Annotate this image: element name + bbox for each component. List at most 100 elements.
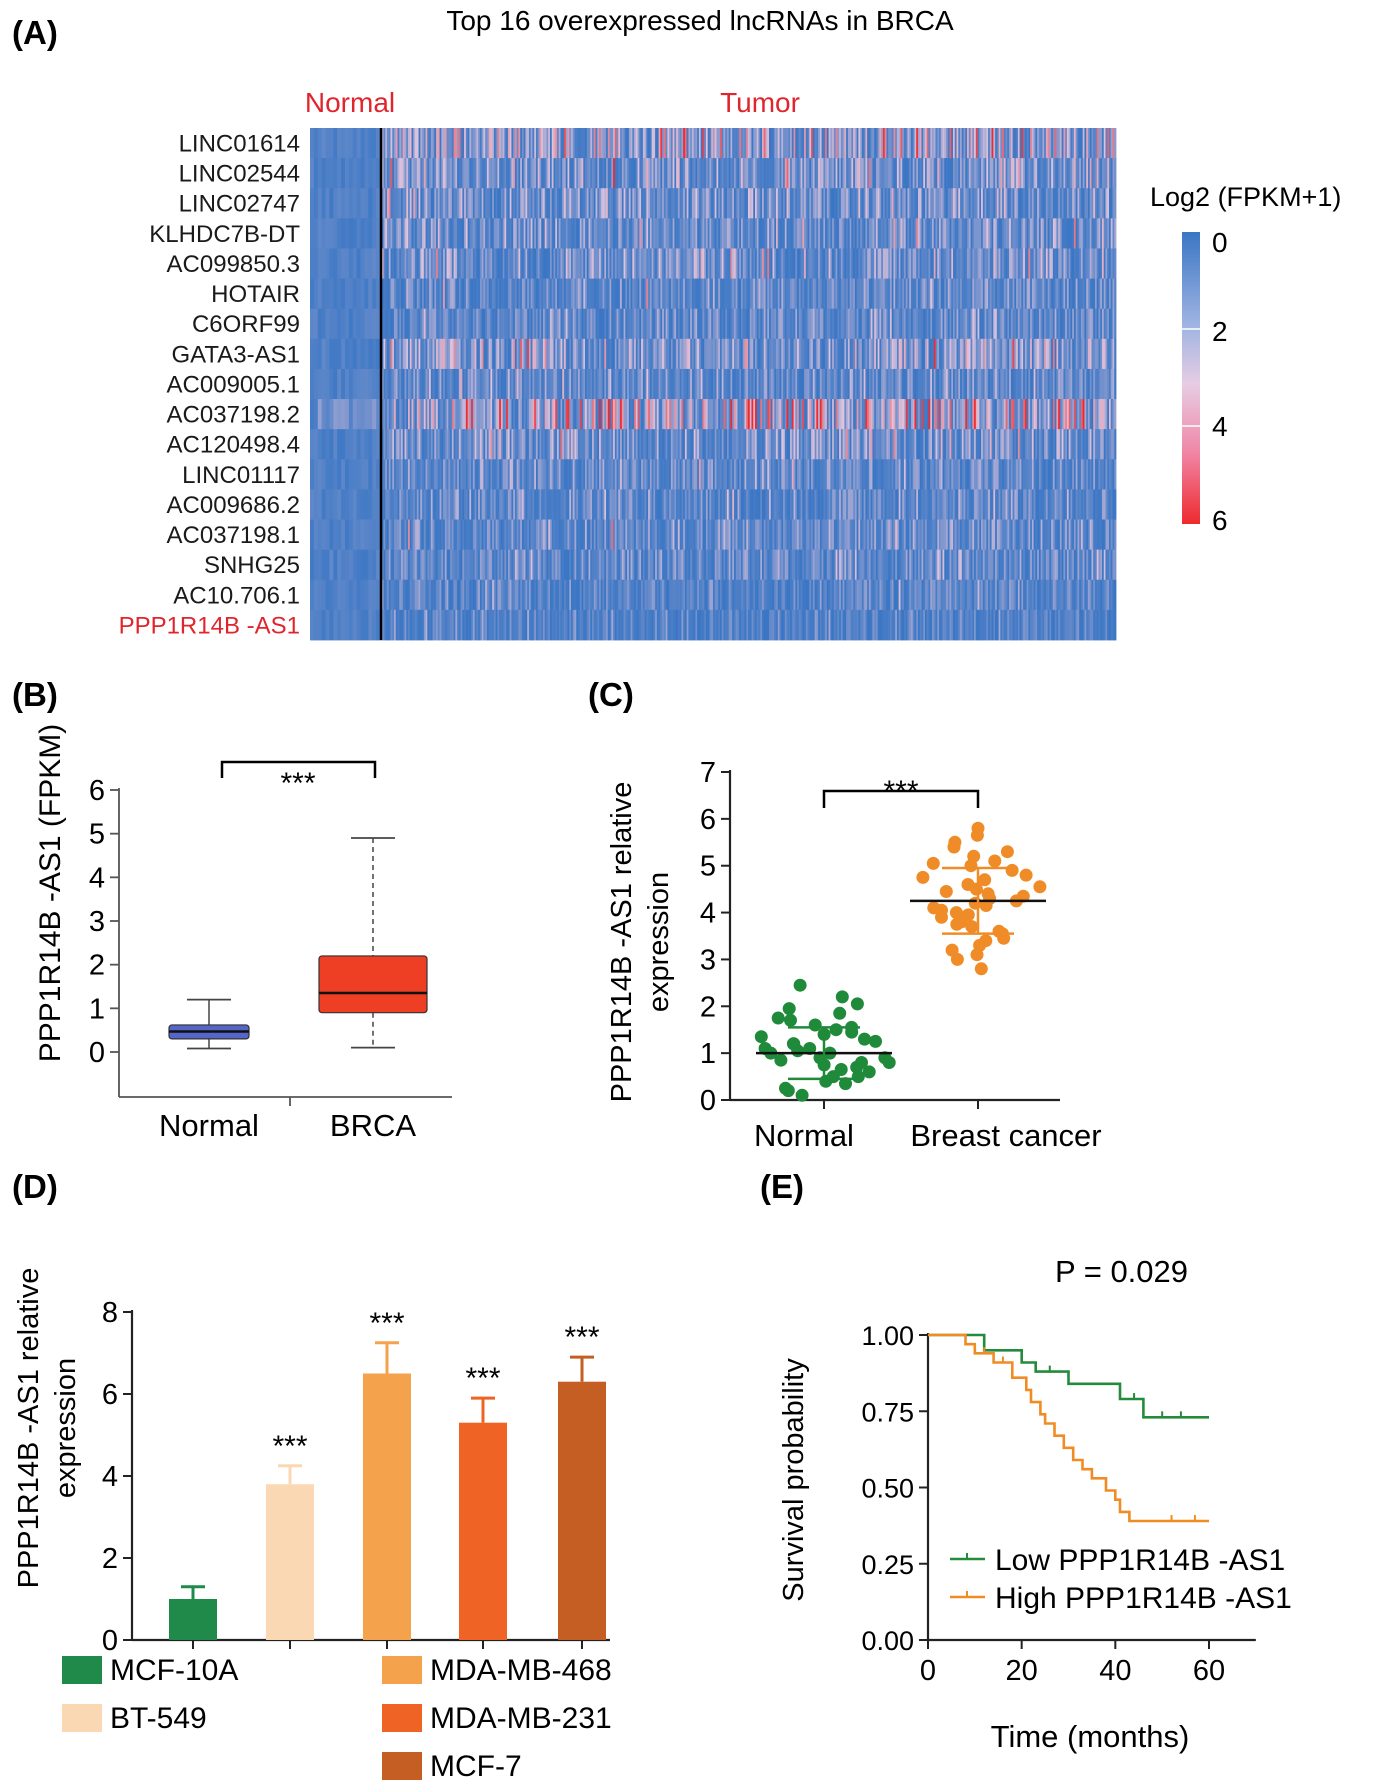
heatmap-cell xyxy=(368,248,373,279)
heatmap-cell xyxy=(755,278,758,310)
heatmap-cell xyxy=(776,128,779,159)
heatmap-cell xyxy=(1080,308,1084,340)
heatmap-cell xyxy=(1063,188,1066,219)
heatmap-cell xyxy=(499,128,502,159)
heatmap-cell xyxy=(595,158,598,189)
heatmap-cell xyxy=(807,308,810,340)
heatmap-cell xyxy=(427,399,430,430)
heatmap-cell xyxy=(691,158,695,189)
heatmap-cell xyxy=(635,188,638,219)
heatmap-cell xyxy=(415,218,418,249)
heatmap-cell xyxy=(711,399,714,430)
heatmap-cell xyxy=(437,459,440,490)
heatmap-cell xyxy=(329,368,334,400)
heatmap-cell xyxy=(1108,399,1112,430)
heatmap-cell xyxy=(525,188,528,219)
heatmap-cell xyxy=(963,308,966,340)
heatmap-cell xyxy=(310,338,315,370)
heatmap-cell xyxy=(576,218,579,249)
heatmap-cell xyxy=(967,158,970,189)
heatmap-cell xyxy=(441,278,444,310)
heatmap-cell xyxy=(1005,128,1008,159)
heatmap-cell xyxy=(674,218,677,249)
heatmap-cell xyxy=(611,128,614,159)
heatmap-cell xyxy=(574,399,577,430)
heatmap-cell xyxy=(670,158,674,189)
heatmap-cell xyxy=(733,368,737,400)
heatmap-cell xyxy=(588,218,591,249)
heatmap-cell xyxy=(492,368,495,400)
heatmap-cell xyxy=(858,188,861,219)
heatmap-cell xyxy=(733,248,737,279)
heatmap-cell xyxy=(900,218,903,249)
heatmap-cell xyxy=(497,459,500,490)
heatmap-cell xyxy=(1035,308,1038,340)
heatmap-cell xyxy=(733,218,737,249)
heatmap-cell xyxy=(723,399,726,430)
heatmap-cell xyxy=(388,429,391,460)
heatmap-cell xyxy=(753,278,756,310)
heatmap-cell xyxy=(797,158,800,189)
heatmap-cell xyxy=(823,188,826,219)
heatmap-cell xyxy=(553,308,556,340)
heatmap-cell xyxy=(1026,368,1029,400)
heatmap-cell xyxy=(348,158,354,189)
heatmap-cell xyxy=(486,248,490,279)
heatmap-cell xyxy=(648,429,651,460)
heatmap-cell xyxy=(823,218,826,249)
heatmap-cell xyxy=(481,429,484,460)
heatmap-cell xyxy=(916,218,919,249)
heatmap-cell xyxy=(620,338,623,370)
heatmap-cell xyxy=(614,218,617,249)
heatmap-cell xyxy=(372,429,377,460)
heatmap-cell xyxy=(986,429,989,460)
heatmap-cell xyxy=(409,278,412,310)
heatmap-cell xyxy=(493,128,497,159)
heatmap-cell xyxy=(310,188,315,219)
heatmap-cell xyxy=(877,248,880,279)
heatmap-cell xyxy=(581,459,584,490)
heatmap-cell xyxy=(1026,308,1029,340)
heatmap-cell xyxy=(670,278,674,310)
heatmap-cell xyxy=(849,188,852,219)
heatmap-gene-label: AC009005.1 xyxy=(167,371,300,398)
heatmap-gene-label: LINC01614 xyxy=(179,130,300,157)
heatmap-cell xyxy=(569,188,572,219)
heatmap-cell xyxy=(411,368,414,400)
heatmap-cell xyxy=(416,188,419,219)
heatmap-cell xyxy=(739,218,742,249)
heatmap-cell xyxy=(872,308,875,340)
heatmap-cell xyxy=(485,218,488,249)
heatmap-cell xyxy=(1031,308,1035,340)
heatmap-cell xyxy=(697,158,700,189)
heatmap-cell xyxy=(521,308,525,340)
heatmap-cell xyxy=(465,429,469,460)
heatmap-cell xyxy=(681,368,684,400)
heatmap-cell xyxy=(648,218,651,249)
heatmap-cell xyxy=(632,429,635,460)
heatmap-cell xyxy=(446,368,449,400)
heatmap-cell xyxy=(513,188,516,219)
heatmap-cell xyxy=(695,338,698,370)
heatmap-cell xyxy=(974,218,977,249)
heatmap-cell xyxy=(804,368,807,400)
heatmap-cell xyxy=(372,218,377,249)
heatmap-cell xyxy=(707,188,710,219)
heatmap-cell xyxy=(588,188,591,219)
heatmap-cell xyxy=(1033,188,1036,219)
heatmap-cell xyxy=(564,128,567,159)
heatmap-cell xyxy=(856,429,859,460)
heatmap-cell xyxy=(770,128,773,159)
heatmap-cell xyxy=(1079,429,1082,460)
heatmap-cell xyxy=(805,308,808,340)
heatmap-cell xyxy=(607,158,610,189)
heatmap-cell xyxy=(495,158,498,189)
heatmap-cell xyxy=(451,459,454,490)
heatmap-cell xyxy=(921,158,924,189)
heatmap-cell xyxy=(1040,429,1043,460)
heatmap-cell xyxy=(1059,308,1063,340)
heatmap-cell xyxy=(872,338,875,370)
heatmap-cell xyxy=(965,338,968,370)
heatmap-cell xyxy=(549,218,553,249)
heatmap-cell xyxy=(979,248,982,279)
